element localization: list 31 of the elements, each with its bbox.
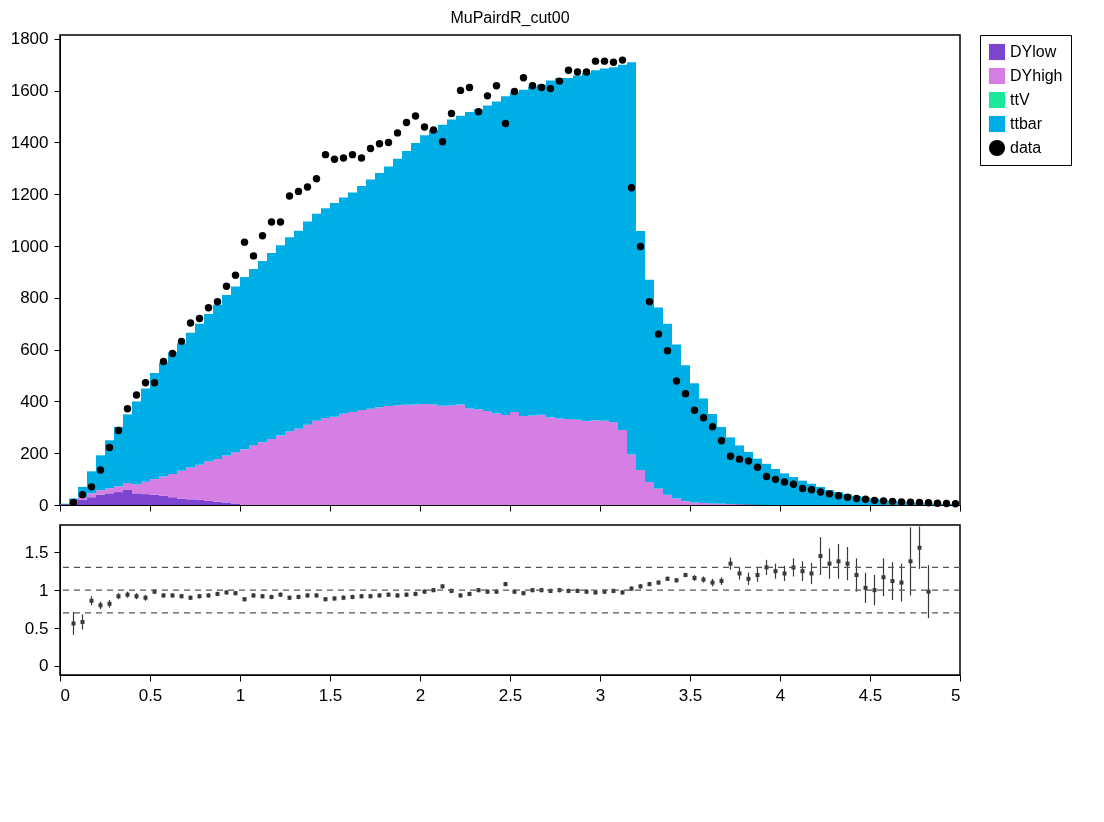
y-tick-label: 0	[39, 656, 49, 676]
x-tick-label: 3	[595, 685, 606, 705]
y-tick-label: 1000	[10, 236, 49, 256]
legend-label: DYhigh	[1010, 67, 1063, 84]
x-tick-label: 0.5	[138, 685, 163, 705]
y-tick-label: 0.5	[24, 618, 49, 638]
legend-label: DYlow	[1010, 43, 1057, 60]
legend-label: data	[1010, 139, 1042, 156]
chart-title: MuPairdR_cut00	[450, 8, 570, 27]
y-tick-label: 1600	[10, 81, 49, 101]
legend-label: ttbar	[1010, 115, 1043, 132]
legend-label: ttV	[1010, 91, 1030, 108]
x-tick-label: 5	[951, 685, 961, 705]
y-tick-label: 1800	[10, 29, 49, 49]
x-tick-label: 0	[60, 685, 70, 705]
x-tick-label: 3.5	[678, 685, 703, 705]
y-tick-label: 1	[39, 580, 49, 600]
y-tick-label: 0	[39, 495, 49, 515]
x-tick-label: 2.5	[498, 685, 523, 705]
y-tick-label: 600	[20, 340, 49, 360]
x-tick-label: 4.5	[858, 685, 883, 705]
y-tick-label: 200	[20, 443, 49, 463]
x-tick-label: 1	[235, 685, 246, 705]
x-tick-label: 1.5	[318, 685, 343, 705]
y-tick-label: 1200	[10, 184, 49, 204]
y-tick-label: 1.5	[24, 542, 49, 562]
x-tick-label: 4	[775, 685, 786, 705]
y-tick-label: 400	[20, 391, 49, 411]
y-tick-label: 800	[20, 288, 49, 308]
y-tick-label: 1400	[10, 132, 49, 152]
x-tick-label: 2	[415, 685, 426, 705]
